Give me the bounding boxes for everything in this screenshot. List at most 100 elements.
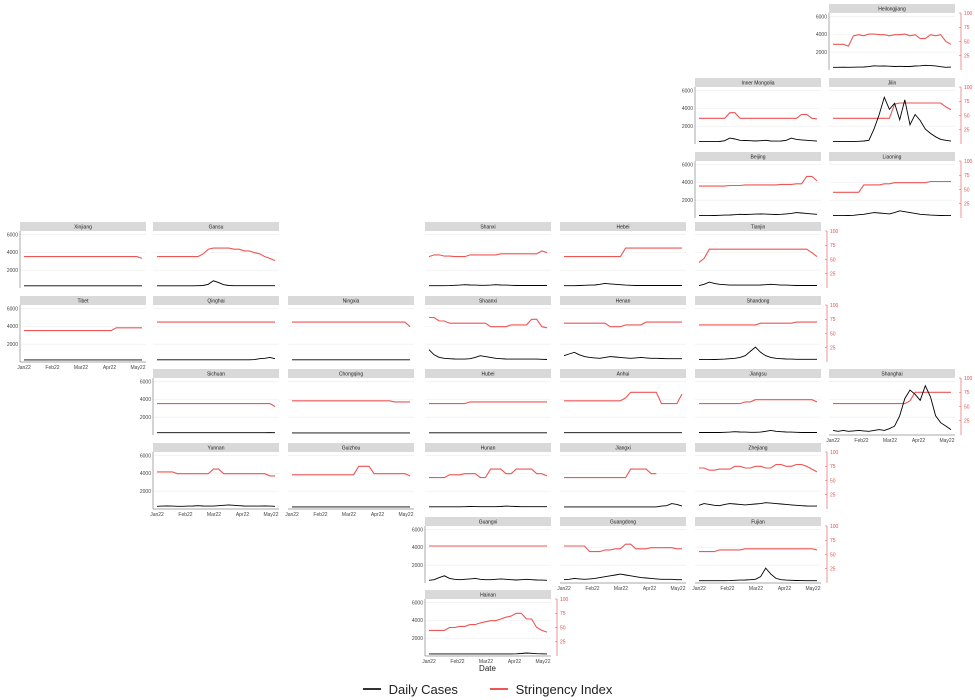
facet-panel-qinghai	[153, 305, 279, 362]
facet-panel-jiangsu	[695, 378, 821, 435]
facet-title-guangdong: Guangdong	[610, 520, 636, 526]
stringency-line-hubei	[429, 401, 547, 405]
x-tick-label: Mar22	[74, 365, 88, 371]
facet-panel-shanxi	[425, 231, 551, 288]
facet-strip-tianjin	[695, 222, 821, 231]
stringency-line-hainan	[429, 612, 548, 633]
stringency-line-tianjin	[698, 248, 818, 263]
stringency-line-jiangsu	[699, 399, 818, 405]
y2-tick-label: 25	[964, 419, 970, 425]
y2-tick-label: 25	[830, 346, 836, 352]
facet-panel-hubei	[425, 378, 551, 435]
facet-panel-hainan	[425, 599, 551, 656]
x-tick-label: Jan22	[285, 512, 299, 518]
x-tick-label: Apr22	[236, 512, 250, 518]
y2-tick-label: 50	[964, 113, 970, 119]
x-tick-label: Jan22	[17, 365, 31, 371]
facet-strip-guangxi	[425, 517, 551, 526]
facet-panel-liaoning	[829, 161, 955, 218]
x-tick-label: Mar22	[749, 586, 763, 592]
y-tick-label: 2000	[412, 636, 423, 642]
facet-panel-xinjiang	[20, 231, 146, 288]
facet-panel-zhejiang	[695, 452, 821, 509]
stringency-line-heilongjiang	[833, 33, 952, 47]
facet-panel-tibet	[20, 305, 146, 362]
x-tick-label: May22	[939, 438, 954, 444]
y-tick-label: 2000	[7, 268, 18, 274]
stringency-line-xinjiang	[24, 256, 143, 259]
facet-strip-inner-mongolia	[695, 78, 821, 87]
facet-title-anhui: Anhui	[617, 372, 630, 378]
facet-panel-henan	[560, 305, 686, 362]
facet-strip-shanxi	[425, 222, 551, 231]
y-tick-label: 4000	[7, 250, 18, 256]
facet-panel-jiangxi	[560, 452, 686, 509]
y2-tick-label: 50	[964, 39, 970, 45]
cases-line-shandong	[699, 346, 817, 361]
y2-tick-label: 100	[964, 159, 973, 165]
stringency-line-yunnan	[157, 468, 275, 477]
cases-line-guangxi	[428, 575, 548, 581]
x-tick-label: May22	[398, 512, 413, 518]
facet-title-hebei: Hebei	[616, 225, 629, 231]
x-tick-label: Mar22	[207, 512, 221, 518]
facet-strip-shanghai	[829, 369, 955, 378]
chart-legend: Daily Cases Stringency Index	[0, 678, 975, 697]
y2-tick-label: 100	[830, 303, 839, 309]
y2-tick-label: 75	[964, 173, 970, 179]
y-tick-label: 6000	[682, 88, 693, 94]
y-tick-label: 4000	[412, 545, 423, 551]
stringency-line-shanxi	[428, 250, 548, 258]
y-tick-label: 6000	[7, 306, 18, 312]
x-tick-label: Mar22	[479, 659, 493, 665]
facet-strip-chongqing	[288, 369, 414, 378]
y2-tick-label: 75	[830, 243, 836, 249]
x-tick-label: May22	[130, 365, 145, 371]
x-tick-label: Apr22	[912, 438, 926, 444]
y-tick-label: 2000	[7, 342, 18, 348]
y-tick-label: 4000	[7, 324, 18, 330]
facet-strip-xinjiang	[20, 222, 146, 231]
cases-line-beijing	[699, 212, 818, 217]
facet-strip-yunnan	[153, 443, 279, 452]
cases-line-gansu	[157, 280, 275, 287]
stringency-line-chongqing	[292, 400, 410, 403]
stringency-line-shaanxi	[429, 316, 548, 329]
facet-title-tianjin: Tianjin	[751, 225, 766, 231]
y-tick-label: 2000	[682, 124, 693, 130]
facet-title-heilongjiang: Heilongjiang	[878, 7, 906, 13]
legend-label-stringency: Stringency Index	[515, 681, 613, 697]
facet-strip-liaoning	[829, 152, 955, 161]
x-tick-label: Mar22	[883, 438, 897, 444]
y2-tick-label: 25	[830, 493, 836, 499]
cases-line-hebei	[564, 282, 682, 287]
facet-panel-shanghai	[829, 378, 955, 435]
facet-title-yunnan: Yunnan	[208, 446, 225, 452]
x-tick-label: Jan22	[557, 586, 571, 592]
facet-title-ningxia: Ningxia	[343, 299, 360, 305]
facet-strip-hainan	[425, 590, 551, 599]
stringency-line-tibet	[24, 327, 142, 332]
facet-strip-hebei	[560, 222, 686, 231]
x-tick-label: Apr22	[103, 365, 117, 371]
cases-line-liaoning	[833, 210, 951, 217]
y-tick-label: 6000	[816, 14, 827, 20]
y-tick-label: 6000	[412, 600, 423, 606]
cases-line-jiangxi	[564, 503, 683, 508]
x-tick-label: Jan22	[692, 586, 706, 592]
y2-tick-label: 50	[964, 404, 970, 410]
facet-title-tibet: Tibet	[78, 299, 90, 305]
facet-title-fujian: Fujian	[751, 520, 765, 526]
legend-swatch-stringency	[489, 688, 508, 690]
legend-item-daily-cases: Daily Cases	[362, 682, 458, 697]
stringency-line-gansu	[157, 247, 276, 262]
stringency-line-jilin	[833, 102, 952, 119]
y-tick-label: 6000	[412, 527, 423, 533]
cases-line-yunnan	[156, 504, 276, 507]
facet-strip-beijing	[695, 152, 821, 161]
y2-tick-label: 50	[830, 257, 836, 263]
cases-line-hainan	[429, 652, 548, 655]
x-tick-label: May22	[535, 659, 550, 665]
facet-title-inner-mongolia: Inner Mongolia	[741, 81, 774, 87]
